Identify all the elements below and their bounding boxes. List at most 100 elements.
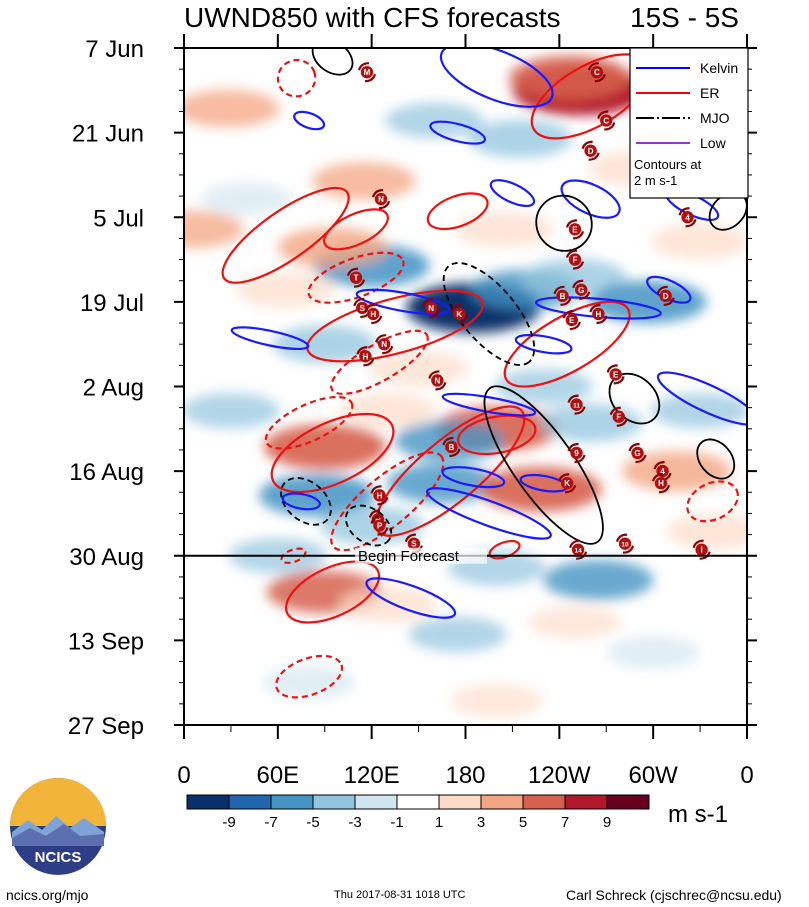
- storm-eye: [407, 537, 421, 550]
- site-url: ncics.org/mjo: [6, 887, 89, 903]
- mjo-contour: [483, 385, 604, 545]
- storm-swirl: [371, 315, 383, 325]
- storm-swirl: [370, 485, 382, 494]
- storm-eye: [575, 283, 588, 296]
- kelvin-contour: [514, 333, 573, 355]
- er-contour: [426, 192, 489, 231]
- legend-label: Kelvin: [700, 60, 738, 76]
- storm-eye: [431, 374, 444, 387]
- storm-eye: [360, 65, 374, 79]
- kelvin-contour: [425, 487, 552, 540]
- storm-swirl: [651, 473, 664, 482]
- anomaly-blob: [528, 605, 621, 639]
- storm-swirl: [368, 509, 380, 518]
- storm-label: H: [658, 479, 664, 488]
- storm-eye: [695, 543, 708, 556]
- storm-swirl: [569, 321, 581, 331]
- storm-eye: [600, 114, 613, 127]
- storm-swirl: [597, 110, 609, 119]
- x-tick-label: 0: [177, 762, 190, 789]
- storm-swirl: [377, 496, 389, 506]
- storm-swirl: [613, 376, 625, 385]
- storm-eye: [654, 477, 668, 490]
- storm-label: P: [377, 522, 383, 531]
- storm-swirl: [450, 303, 462, 313]
- kelvin-contour: [439, 48, 554, 108]
- storm-label: E: [569, 316, 575, 325]
- anomaly-blob: [408, 616, 507, 652]
- storm-swirl: [449, 448, 461, 458]
- legend-label: Low: [700, 135, 727, 151]
- colorbar-label: 5: [519, 814, 527, 831]
- storm-marker: K: [558, 473, 577, 494]
- anomaly-blob: [272, 325, 377, 363]
- anomaly-blob: [468, 119, 573, 158]
- kelvin-contour: [230, 326, 310, 351]
- anomaly-blob: [277, 227, 388, 268]
- storm-swirl: [622, 545, 635, 554]
- colorbar-swatch: [564, 794, 608, 810]
- storm-label: D: [588, 147, 594, 156]
- storm-eye: [590, 65, 604, 79]
- x-tick-label: 120W: [528, 762, 591, 789]
- storm-eye: [612, 410, 625, 423]
- colorbar-swatch: [186, 794, 230, 810]
- anomaly-blob: [385, 102, 484, 139]
- storm-swirl: [572, 279, 584, 289]
- storm-swirl: [562, 309, 574, 319]
- colorbar-swatch: [270, 794, 314, 810]
- er-contour: [330, 329, 429, 395]
- anomaly-blob: [538, 403, 643, 442]
- storm-swirl: [353, 279, 366, 288]
- storm-label: F: [616, 413, 621, 422]
- colorbar-label: -9: [222, 814, 235, 831]
- legend: Kelvin ER MJO Low Contours at 2 m s-1: [629, 47, 749, 199]
- storm-eye: [681, 211, 694, 224]
- anomaly-blob: [311, 162, 416, 200]
- anomaly-blob: [509, 55, 632, 101]
- er-contour: [276, 58, 317, 98]
- storm-label: H: [370, 310, 376, 319]
- storm-eye: [560, 477, 574, 490]
- storm-swirl: [699, 551, 711, 560]
- storm-swirl: [572, 230, 585, 240]
- kelvin-contour: [656, 371, 747, 426]
- colorbar-label: -3: [348, 814, 361, 831]
- storm-marker: E: [565, 219, 585, 240]
- storm-marker: E: [562, 309, 581, 331]
- storm-swirl: [663, 297, 675, 306]
- storm-swirl: [364, 303, 376, 313]
- storm-swirl: [346, 267, 359, 277]
- er-contour: [264, 395, 354, 450]
- storm-label: D: [663, 292, 669, 301]
- anomaly-blob: [651, 223, 747, 260]
- storm-swirl: [606, 364, 618, 373]
- mjo-contour: [344, 504, 393, 547]
- anomaly-blob: [184, 89, 280, 128]
- ncics-logo: NCICS: [8, 776, 108, 876]
- y-tick-label: 2 Aug: [83, 375, 144, 402]
- er-contour: [284, 560, 381, 624]
- begin-forecast-label: Begin Forecast: [358, 548, 460, 565]
- colorbar-swatch: [228, 794, 272, 810]
- anomaly-blob: [263, 666, 356, 700]
- legend-note-line2: 2 m s-1: [634, 173, 677, 188]
- anomaly-blob: [369, 350, 468, 386]
- mjo-contour: [696, 438, 736, 480]
- anomaly-blob: [184, 210, 244, 249]
- author-credit: Carl Schreck (cjschrec@ncsu.edu): [566, 887, 782, 903]
- colorbar-label: 1: [435, 814, 443, 831]
- storm-label: C: [603, 117, 609, 126]
- storm-label: E: [613, 370, 619, 379]
- storm-marker: E: [606, 364, 625, 385]
- storm-swirl: [382, 345, 394, 355]
- anomaly-blob: [621, 451, 732, 492]
- x-tick-label: 0: [740, 762, 753, 789]
- storm-label: N: [381, 340, 387, 349]
- colorbar-label: 7: [561, 814, 569, 831]
- storm-marker: F: [565, 249, 585, 270]
- anomaly-blob: [455, 211, 554, 247]
- storm-marker: N: [422, 297, 441, 319]
- anomaly-blob: [184, 393, 280, 429]
- kelvin-contour: [365, 577, 457, 619]
